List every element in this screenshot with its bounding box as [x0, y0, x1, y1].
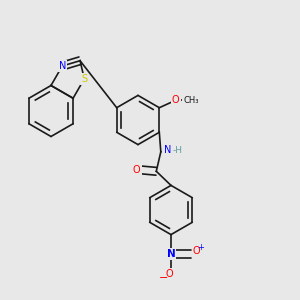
- Text: O: O: [166, 268, 173, 279]
- Text: O: O: [193, 246, 200, 256]
- Text: +: +: [198, 243, 204, 252]
- Text: N: N: [164, 145, 171, 155]
- Text: S: S: [81, 74, 87, 84]
- Text: O: O: [133, 165, 141, 175]
- Text: -H: -H: [172, 146, 182, 155]
- Text: O: O: [172, 95, 180, 105]
- Text: N: N: [167, 249, 176, 259]
- Text: −: −: [159, 273, 168, 283]
- Text: N: N: [58, 61, 66, 71]
- Text: CH₃: CH₃: [183, 96, 199, 105]
